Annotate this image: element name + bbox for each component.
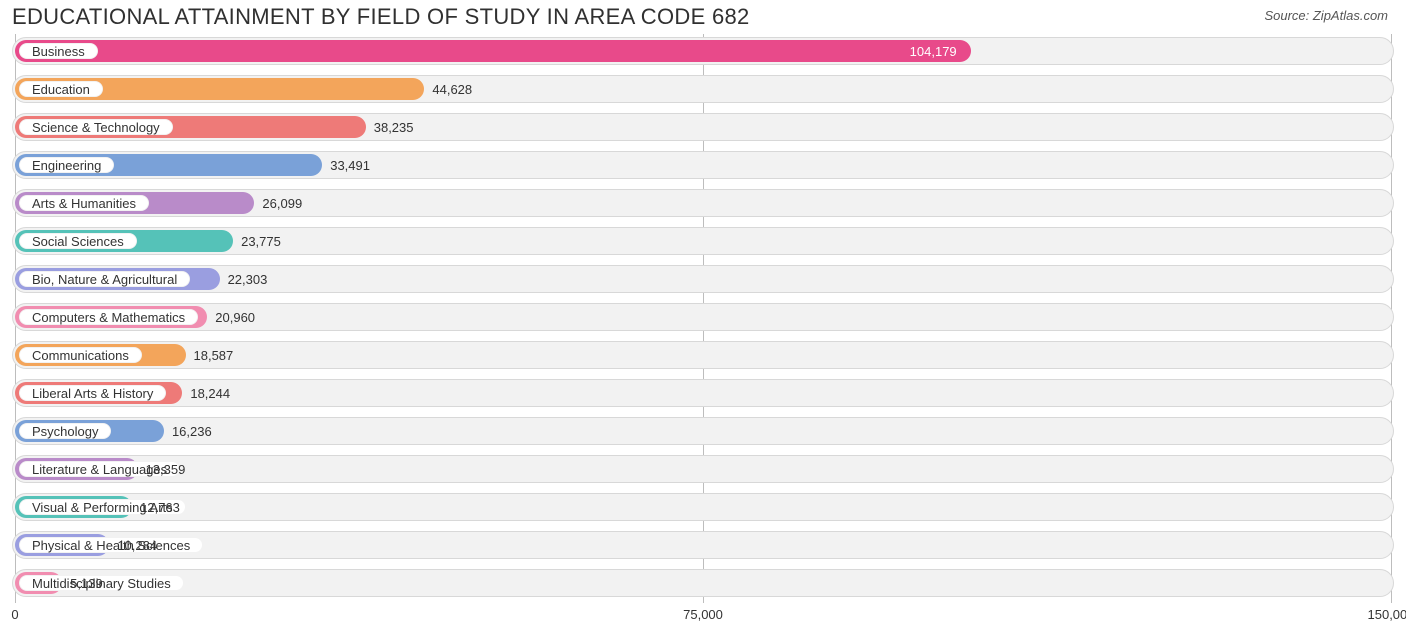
- category-pill: Arts & Humanities: [19, 195, 149, 211]
- category-pill: Liberal Arts & History: [19, 385, 166, 401]
- category-pill: Communications: [19, 347, 142, 363]
- value-label: 23,775: [233, 224, 281, 258]
- bar-row: Engineering 33,491: [12, 148, 1394, 182]
- bar-row: Visual & Performing Arts12,763: [12, 490, 1394, 524]
- chart-source: Source: ZipAtlas.com: [1264, 4, 1388, 23]
- bar-row: Social Sciences 23,775: [12, 224, 1394, 258]
- bar-row: Literature & Languages13,359: [12, 452, 1394, 486]
- value-label: 13,359: [138, 452, 186, 486]
- value-label: 5,139: [62, 566, 103, 600]
- category-pill: Psychology: [19, 423, 111, 439]
- value-label: 104,179: [15, 34, 971, 68]
- bar-row: Business104,179: [12, 34, 1394, 68]
- chart-header: EDUCATIONAL ATTAINMENT BY FIELD OF STUDY…: [0, 0, 1406, 30]
- x-axis-tick-label: 150,000: [1368, 607, 1406, 622]
- value-label: 20,960: [207, 300, 255, 334]
- value-label: 16,236: [164, 414, 212, 448]
- category-pill: Education: [19, 81, 103, 97]
- bar-track: [12, 531, 1394, 559]
- x-axis-tick-label: 0: [11, 607, 18, 622]
- chart-plot-area: Business104,179 Education 44,628 Science & …: [12, 34, 1394, 603]
- bar-row: Communications 18,587: [12, 338, 1394, 372]
- bar-row: Liberal Arts & History 18,244: [12, 376, 1394, 410]
- value-label: 26,099: [254, 186, 302, 220]
- value-label: 22,303: [220, 262, 268, 296]
- value-label: 33,491: [322, 148, 370, 182]
- value-label: 10,284: [109, 528, 157, 562]
- value-label: 38,235: [366, 110, 414, 144]
- category-pill: Social Sciences: [19, 233, 137, 249]
- bar-track: [12, 569, 1394, 597]
- bar-track: [12, 455, 1394, 483]
- category-pill: Science & Technology: [19, 119, 173, 135]
- category-pill: Engineering: [19, 157, 114, 173]
- bar-row: Multidisciplinary Studies5,139: [12, 566, 1394, 600]
- category-pill: Bio, Nature & Agricultural: [19, 271, 190, 287]
- bar-row: Computers & Mathematics 20,960: [12, 300, 1394, 334]
- bar-row: Bio, Nature & Agricultural 22,303: [12, 262, 1394, 296]
- bar-track: [12, 417, 1394, 445]
- value-label: 18,587: [186, 338, 234, 372]
- bar-row: Science & Technology 38,235: [12, 110, 1394, 144]
- chart-rows: Business104,179 Education 44,628 Science & …: [12, 34, 1394, 600]
- bar-track: [12, 493, 1394, 521]
- bar-row: Psychology 16,236: [12, 414, 1394, 448]
- bar-row: Arts & Humanities 26,099: [12, 186, 1394, 220]
- bar-row: Physical & Health Sciences10,284: [12, 528, 1394, 562]
- value-label: 12,763: [132, 490, 180, 524]
- value-label: 44,628: [424, 72, 472, 106]
- bar-row: Education 44,628: [12, 72, 1394, 106]
- x-axis: 075,000150,000: [12, 607, 1394, 625]
- chart-title: EDUCATIONAL ATTAINMENT BY FIELD OF STUDY…: [12, 4, 750, 30]
- value-label: 18,244: [182, 376, 230, 410]
- category-pill: Computers & Mathematics: [19, 309, 198, 325]
- x-axis-tick-label: 75,000: [683, 607, 723, 622]
